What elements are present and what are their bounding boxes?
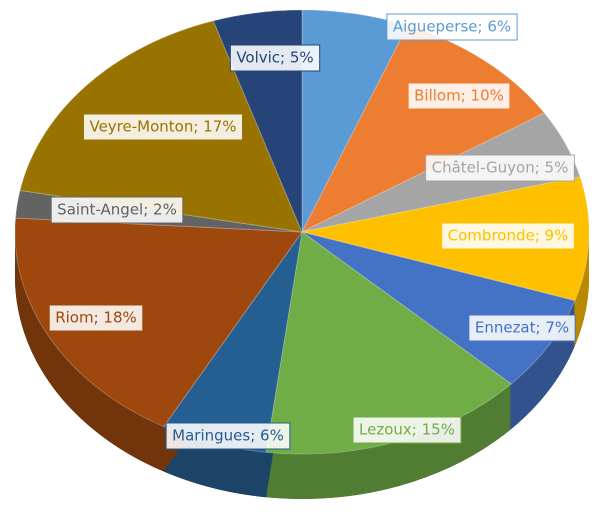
label-box (352, 416, 462, 444)
data-label: Volvic; 5% (236, 49, 313, 67)
data-label: Billom; 10% (414, 87, 504, 105)
label-box (48, 304, 144, 332)
data-labels: Aigueperse; 6% Billom; 10% Châtel-Guyon; 5… (48, 13, 576, 450)
label-box (82, 113, 244, 141)
label-box (407, 82, 511, 110)
data-label: Lezoux; 15% (359, 421, 455, 439)
label-box (441, 222, 575, 250)
data-label: Châtel-Guyon; 5% (432, 159, 569, 177)
label-box (165, 422, 291, 450)
label-box (50, 196, 184, 224)
label-box (468, 314, 576, 342)
data-label: Maringues; 6% (172, 427, 284, 445)
data-label: Saint-Angel; 2% (57, 201, 177, 219)
pie-slice (301, 231, 576, 385)
data-label: Veyre-Monton; 17% (89, 118, 236, 136)
label-box (425, 154, 575, 182)
pie-slice (14, 217, 303, 428)
data-label: Aigueperse; 6% (393, 18, 511, 36)
data-label: Combronde; 9% (448, 227, 569, 245)
label-box (386, 13, 518, 41)
data-label: Ennezat; 7% (475, 319, 569, 337)
label-box (229, 44, 321, 72)
data-label: Riom; 18% (55, 309, 137, 327)
